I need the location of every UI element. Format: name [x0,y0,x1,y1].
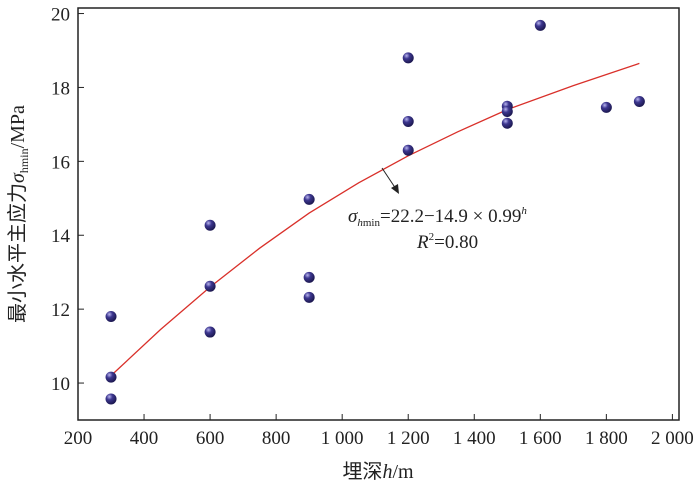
data-point [204,219,216,231]
x-tick-label: 1 200 [387,428,430,449]
data-point [534,19,546,31]
data-point [402,52,414,64]
y-tick-label: 14 [51,226,71,247]
data-point [600,101,612,113]
annotation-arrow [381,167,397,190]
x-tick-label: 1 600 [519,428,562,449]
x-tick-label: 200 [64,428,93,449]
x-tick-label: 600 [196,428,225,449]
data-point [204,280,216,292]
data-point [402,115,414,127]
data-point [204,326,216,338]
x-tick-label: 1 400 [453,428,496,449]
x-axis-label: 埋深h/m [342,460,414,483]
y-tick-label: 12 [51,300,70,321]
data-point [105,371,117,383]
data-point [633,95,645,107]
data-point [402,144,414,156]
data-point [303,193,315,205]
y-tick-label: 20 [51,5,70,26]
x-tick-label: 2 000 [651,428,694,449]
arrow-head-icon [391,184,399,194]
r-squared: R2=0.80 [416,231,478,253]
plot-frame [77,7,680,421]
data-point [105,311,117,323]
data-point [501,117,513,129]
x-tick-label: 1 000 [321,428,364,449]
data-point [303,291,315,303]
x-tick-label: 400 [130,428,159,449]
fit-equation: σhmin=22.2−14.9 × 0.99h [348,205,527,229]
y-tick-label: 18 [51,78,70,99]
x-tick-label: 1 800 [585,428,628,449]
fit-curve [110,62,640,377]
y-tick-label: 16 [51,152,70,173]
y-axis-label: 最小水平主应力σhmin/MPa [6,105,31,323]
y-tick-label: 10 [51,374,70,395]
data-point [105,393,117,405]
fit-annotation: σhmin=22.2−14.9 × 0.99h R2=0.80 [348,167,527,253]
data-point [303,271,315,283]
data-point [501,105,513,117]
x-tick-label: 800 [262,428,291,449]
